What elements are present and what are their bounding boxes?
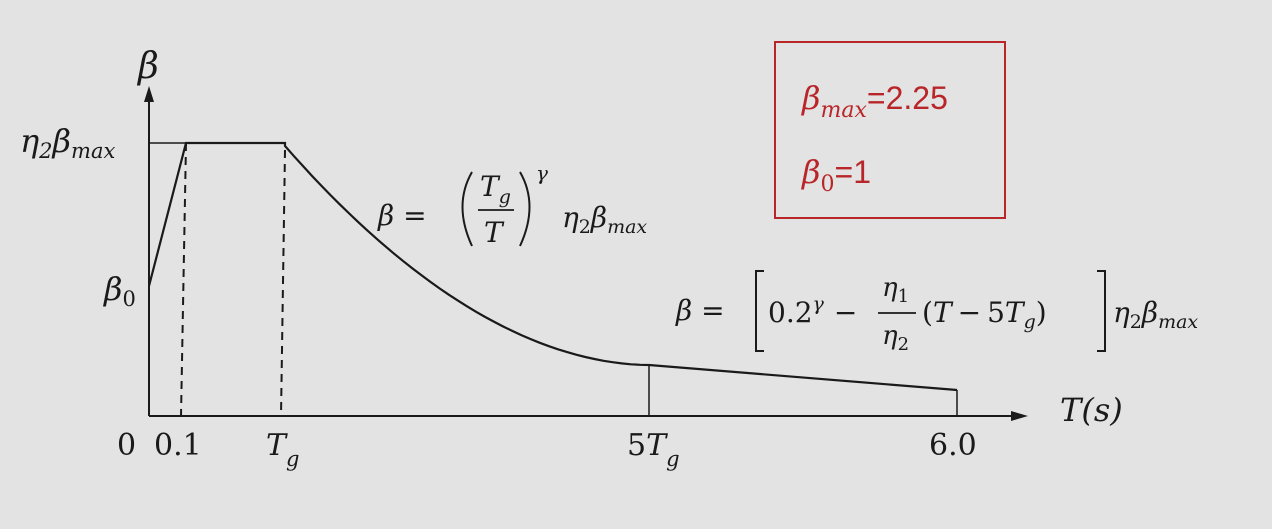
- formula-linear-branch: β = 0.2γ − η1 η2 (T −5Tg) η2βmax: [675, 270, 1198, 355]
- svg-text:η2: η2: [882, 321, 909, 355]
- x-tick-0.1: 0.1: [154, 428, 202, 463]
- x-axis-arrow: [1011, 411, 1028, 421]
- svg-text:η2βmax: η2βmax: [1113, 296, 1198, 333]
- param-beta-0: β0=1: [802, 153, 871, 197]
- svg-text:(T−5Tg): (T −5Tg): [922, 296, 1047, 333]
- formula-descending-branch: β = Tg T γ η2βmax: [377, 161, 647, 249]
- param-beta-max: βmax=2.25: [802, 79, 948, 123]
- svg-text:η1: η1: [882, 273, 909, 307]
- svg-text:η2βmax: η2βmax: [562, 201, 647, 238]
- y-axis-label: β: [136, 46, 159, 87]
- parameter-box: βmax=2.25 β0=1: [774, 41, 1006, 219]
- y-axis-arrow: [144, 86, 154, 102]
- spectrum-curve: [147, 141, 958, 392]
- svg-text:T: T: [484, 216, 505, 249]
- x-tick-6.0: 6.0: [929, 428, 977, 463]
- x-tick-5tg: 5Tg: [627, 428, 680, 471]
- t01-dashed-line: [180, 142, 187, 417]
- svg-text:γ: γ: [536, 161, 548, 185]
- x-tick-zero: 0: [117, 428, 136, 463]
- y-tick-beta0: β0: [103, 270, 136, 311]
- x-axis-label: T(s): [1060, 391, 1123, 429]
- x-tick-tg: Tg: [266, 428, 299, 471]
- svg-text:β =: β =: [675, 294, 725, 327]
- y-tick-eta2-betamax: η2βmax: [20, 122, 115, 163]
- tg-dashed-line: [280, 149, 286, 417]
- svg-text:Tg: Tg: [480, 170, 511, 208]
- svg-text:β =: β =: [377, 199, 427, 232]
- svg-text:0.2γ−: 0.2γ −: [768, 293, 857, 329]
